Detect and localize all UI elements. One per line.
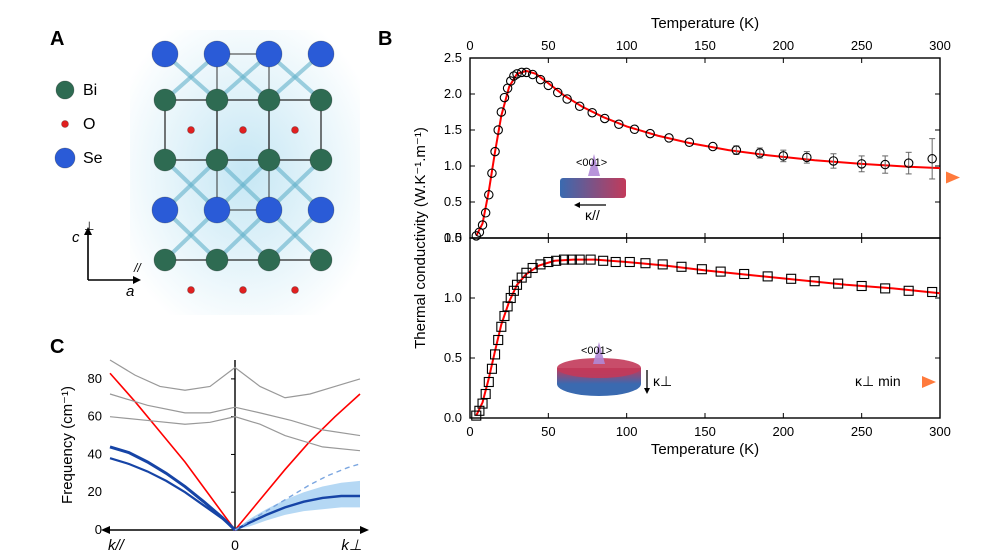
- svg-text:100: 100: [616, 38, 638, 53]
- svg-text:κ⊥: κ⊥: [653, 373, 672, 389]
- crystal-legend: Bi O Se: [55, 81, 103, 168]
- svg-text:1.5: 1.5: [444, 122, 462, 137]
- svg-text:50: 50: [541, 38, 555, 53]
- crystal-structure: c⊥a//: [72, 30, 360, 315]
- dispersion-plot: 0 20 40 60 80 Frequency (cm⁻¹) k// 0 k⊥: [59, 360, 369, 554]
- svg-text:1.5: 1.5: [444, 230, 462, 245]
- svg-text:40: 40: [88, 446, 102, 461]
- branch-TA1: [110, 447, 235, 530]
- svg-text:250: 250: [851, 424, 873, 439]
- svg-text:1.0: 1.0: [444, 158, 462, 173]
- fit-line-perp: [476, 260, 940, 416]
- svg-text:60: 60: [88, 409, 102, 424]
- svg-text:0: 0: [466, 38, 473, 53]
- svg-text:2.0: 2.0: [444, 86, 462, 101]
- svg-text:Se: Se: [83, 150, 103, 167]
- panel-label-c: C: [50, 336, 64, 359]
- svg-text:0.0: 0.0: [444, 410, 462, 425]
- branch-TA2: [110, 458, 235, 530]
- svg-text:κ⊥ min: κ⊥ min: [855, 373, 901, 389]
- svg-text:Thermal conductivity (W.K⁻¹.m⁻: Thermal conductivity (W.K⁻¹.m⁻¹): [412, 127, 429, 349]
- svg-text:a: a: [126, 283, 134, 300]
- svg-text:Bi: Bi: [83, 82, 97, 99]
- svg-text:200: 200: [772, 38, 794, 53]
- kappa-min-arrow-icon: [946, 172, 960, 184]
- svg-text:0: 0: [95, 522, 102, 537]
- svg-text:O: O: [83, 116, 95, 133]
- svg-text:0: 0: [466, 424, 473, 439]
- svg-text:k//: k//: [108, 537, 126, 554]
- svg-text:100: 100: [616, 424, 638, 439]
- svg-text:20: 20: [88, 484, 102, 499]
- svg-text:Frequency (cm⁻¹): Frequency (cm⁻¹): [59, 386, 76, 504]
- svg-text:250: 250: [851, 38, 873, 53]
- svg-text:<001>: <001>: [576, 157, 607, 169]
- svg-text:κ//: κ//: [585, 207, 600, 223]
- panel-label-a: A: [50, 28, 64, 51]
- svg-text:1.0: 1.0: [444, 290, 462, 305]
- svg-text:0: 0: [231, 537, 239, 553]
- svg-text:200: 200: [772, 424, 794, 439]
- svg-text:c: c: [72, 229, 80, 246]
- svg-text:k⊥: k⊥: [341, 537, 362, 554]
- uncertainty-band: [235, 481, 360, 530]
- fit-line-parallel: [476, 71, 940, 236]
- svg-text:<001>: <001>: [581, 345, 612, 357]
- svg-text:50: 50: [541, 424, 555, 439]
- svg-text:Temperature (K): Temperature (K): [651, 15, 759, 32]
- kappa-min-arrow-icon: [922, 376, 936, 388]
- svg-text:80: 80: [88, 371, 102, 386]
- svg-text:150: 150: [694, 38, 716, 53]
- svg-text:2.5: 2.5: [444, 50, 462, 65]
- svg-text:0.5: 0.5: [444, 194, 462, 209]
- svg-text:0.5: 0.5: [444, 350, 462, 365]
- svg-text:300: 300: [929, 38, 951, 53]
- svg-text:150: 150: [694, 424, 716, 439]
- svg-text:⊥: ⊥: [84, 219, 94, 233]
- svg-text:300: 300: [929, 424, 951, 439]
- panel-label-b: B: [378, 28, 392, 51]
- svg-text:Temperature (K): Temperature (K): [651, 441, 759, 458]
